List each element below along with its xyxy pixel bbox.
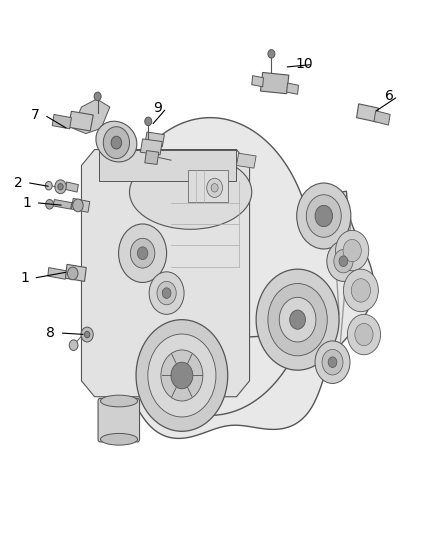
Circle shape xyxy=(149,272,184,314)
Polygon shape xyxy=(357,104,378,122)
Text: 6: 6 xyxy=(385,90,394,103)
Circle shape xyxy=(351,279,371,302)
Circle shape xyxy=(46,199,53,209)
Ellipse shape xyxy=(130,155,252,229)
Polygon shape xyxy=(252,76,264,87)
Circle shape xyxy=(343,269,378,312)
Circle shape xyxy=(81,327,93,342)
Text: 7: 7 xyxy=(31,108,40,122)
Polygon shape xyxy=(85,118,374,439)
Polygon shape xyxy=(287,83,298,94)
Text: 1: 1 xyxy=(20,271,29,285)
Ellipse shape xyxy=(100,433,138,445)
Text: 8: 8 xyxy=(46,326,55,340)
Circle shape xyxy=(290,310,305,329)
Circle shape xyxy=(315,341,350,383)
Circle shape xyxy=(315,205,332,227)
Polygon shape xyxy=(237,154,256,168)
Polygon shape xyxy=(73,99,110,134)
Ellipse shape xyxy=(100,395,138,407)
Circle shape xyxy=(256,269,339,370)
Polygon shape xyxy=(81,150,250,397)
Circle shape xyxy=(268,284,327,356)
Circle shape xyxy=(268,50,275,58)
Polygon shape xyxy=(65,182,78,192)
Circle shape xyxy=(327,241,360,281)
Circle shape xyxy=(297,183,351,249)
Circle shape xyxy=(334,249,353,273)
Circle shape xyxy=(347,314,381,355)
Text: 1: 1 xyxy=(22,196,32,209)
Circle shape xyxy=(145,117,152,126)
FancyBboxPatch shape xyxy=(98,398,140,442)
Bar xyxy=(188,169,228,201)
Circle shape xyxy=(162,288,171,298)
Circle shape xyxy=(343,239,361,262)
Circle shape xyxy=(111,136,122,149)
Circle shape xyxy=(157,281,176,305)
Circle shape xyxy=(73,199,83,212)
Polygon shape xyxy=(261,72,289,94)
Text: 9: 9 xyxy=(153,101,162,115)
Text: 10: 10 xyxy=(295,58,313,71)
Polygon shape xyxy=(145,151,159,165)
Circle shape xyxy=(119,224,166,282)
Circle shape xyxy=(161,350,203,401)
Circle shape xyxy=(211,183,218,192)
Ellipse shape xyxy=(96,121,137,162)
Circle shape xyxy=(148,334,216,417)
Polygon shape xyxy=(68,111,93,131)
Circle shape xyxy=(355,324,373,346)
Circle shape xyxy=(328,357,337,368)
Circle shape xyxy=(136,320,228,431)
Polygon shape xyxy=(53,199,72,209)
Circle shape xyxy=(207,178,223,197)
Polygon shape xyxy=(141,139,162,155)
Polygon shape xyxy=(52,115,71,129)
Circle shape xyxy=(103,127,130,159)
Polygon shape xyxy=(48,268,66,279)
Circle shape xyxy=(94,92,101,101)
Polygon shape xyxy=(99,150,237,181)
Polygon shape xyxy=(71,198,90,212)
Circle shape xyxy=(138,247,148,260)
Polygon shape xyxy=(145,132,164,147)
Polygon shape xyxy=(65,264,86,281)
Circle shape xyxy=(67,267,78,280)
Circle shape xyxy=(58,183,63,190)
Circle shape xyxy=(45,181,52,190)
Circle shape xyxy=(85,332,90,338)
Circle shape xyxy=(171,362,193,389)
Circle shape xyxy=(339,256,348,266)
Polygon shape xyxy=(374,111,390,125)
Circle shape xyxy=(336,230,369,271)
Circle shape xyxy=(322,350,343,375)
Circle shape xyxy=(306,195,341,237)
Circle shape xyxy=(131,238,155,268)
Circle shape xyxy=(55,180,66,193)
Circle shape xyxy=(69,340,78,351)
Text: 2: 2 xyxy=(14,175,22,190)
Circle shape xyxy=(279,297,316,342)
